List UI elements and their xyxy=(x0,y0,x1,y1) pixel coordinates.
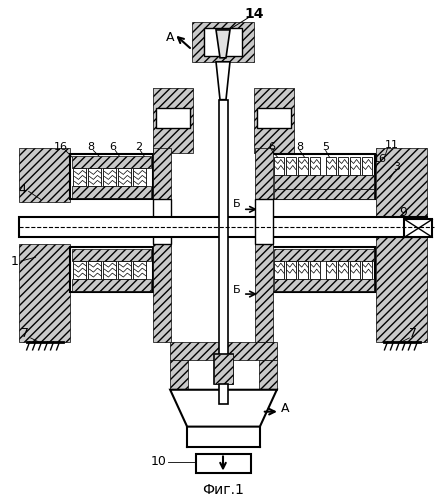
Bar xyxy=(70,155,153,200)
Text: 6: 6 xyxy=(268,142,275,152)
Bar xyxy=(214,354,233,384)
Bar xyxy=(362,158,372,176)
Bar xyxy=(214,354,233,384)
Bar xyxy=(350,261,359,279)
Text: А: А xyxy=(281,402,289,415)
Bar xyxy=(274,279,373,291)
Text: 14: 14 xyxy=(244,7,264,21)
Bar xyxy=(192,22,254,62)
Bar xyxy=(74,169,87,187)
Bar xyxy=(274,249,373,261)
Bar xyxy=(257,108,291,128)
Text: Б: Б xyxy=(233,199,241,210)
Bar xyxy=(153,88,193,153)
Bar xyxy=(255,148,273,342)
Bar xyxy=(133,169,146,187)
Bar xyxy=(118,261,131,279)
Bar xyxy=(156,108,190,128)
Bar xyxy=(103,261,116,279)
Text: 10: 10 xyxy=(150,455,166,468)
Bar xyxy=(272,155,375,200)
Bar xyxy=(74,261,87,279)
Bar xyxy=(255,200,273,244)
Bar xyxy=(118,169,131,187)
Bar xyxy=(170,360,188,390)
Bar xyxy=(310,158,320,176)
Bar xyxy=(298,158,308,176)
Bar xyxy=(326,158,336,176)
Text: 2: 2 xyxy=(135,142,142,152)
Bar xyxy=(272,247,375,292)
Bar xyxy=(73,157,151,169)
Polygon shape xyxy=(170,390,277,427)
Bar xyxy=(376,148,427,342)
Text: Фиг.1: Фиг.1 xyxy=(202,484,244,498)
Bar xyxy=(204,28,242,56)
Bar xyxy=(219,384,228,404)
Bar xyxy=(274,158,284,176)
Bar xyxy=(103,169,116,187)
Polygon shape xyxy=(216,62,230,100)
Polygon shape xyxy=(216,30,230,58)
Text: 7: 7 xyxy=(409,327,417,340)
Bar xyxy=(338,261,347,279)
Bar xyxy=(338,158,347,176)
Text: 4: 4 xyxy=(19,183,27,196)
Bar xyxy=(170,342,277,360)
Bar xyxy=(298,261,308,279)
Bar xyxy=(73,187,151,199)
Bar xyxy=(196,454,251,474)
Bar xyxy=(350,158,359,176)
Bar xyxy=(405,219,432,237)
Bar xyxy=(19,148,70,203)
Bar xyxy=(274,190,373,200)
Bar xyxy=(274,176,373,190)
Bar xyxy=(19,217,427,237)
Bar xyxy=(88,169,101,187)
Text: Б: Б xyxy=(233,285,241,295)
Bar xyxy=(153,200,171,244)
Text: 16: 16 xyxy=(54,142,67,152)
Text: 8: 8 xyxy=(87,142,94,152)
Text: 1: 1 xyxy=(11,254,19,267)
Bar xyxy=(362,261,372,279)
Bar xyxy=(219,100,228,369)
Text: 6: 6 xyxy=(109,142,116,152)
Text: 11: 11 xyxy=(384,140,398,150)
Text: 7: 7 xyxy=(21,327,29,340)
Bar xyxy=(274,261,284,279)
Text: А: А xyxy=(166,31,174,44)
Bar xyxy=(88,261,101,279)
Text: 3: 3 xyxy=(393,163,400,173)
Bar xyxy=(254,88,294,153)
Text: 5: 5 xyxy=(322,142,329,152)
Bar xyxy=(286,158,296,176)
Bar xyxy=(310,261,320,279)
Bar xyxy=(73,279,151,291)
Bar xyxy=(70,247,153,292)
Bar xyxy=(259,360,277,390)
Text: 8: 8 xyxy=(296,142,303,152)
Bar xyxy=(153,148,171,342)
Bar xyxy=(326,261,336,279)
Bar xyxy=(73,249,151,261)
Text: 16: 16 xyxy=(372,155,387,165)
Bar xyxy=(19,244,70,342)
Bar xyxy=(133,261,146,279)
Bar xyxy=(286,261,296,279)
Text: 9: 9 xyxy=(400,206,407,219)
